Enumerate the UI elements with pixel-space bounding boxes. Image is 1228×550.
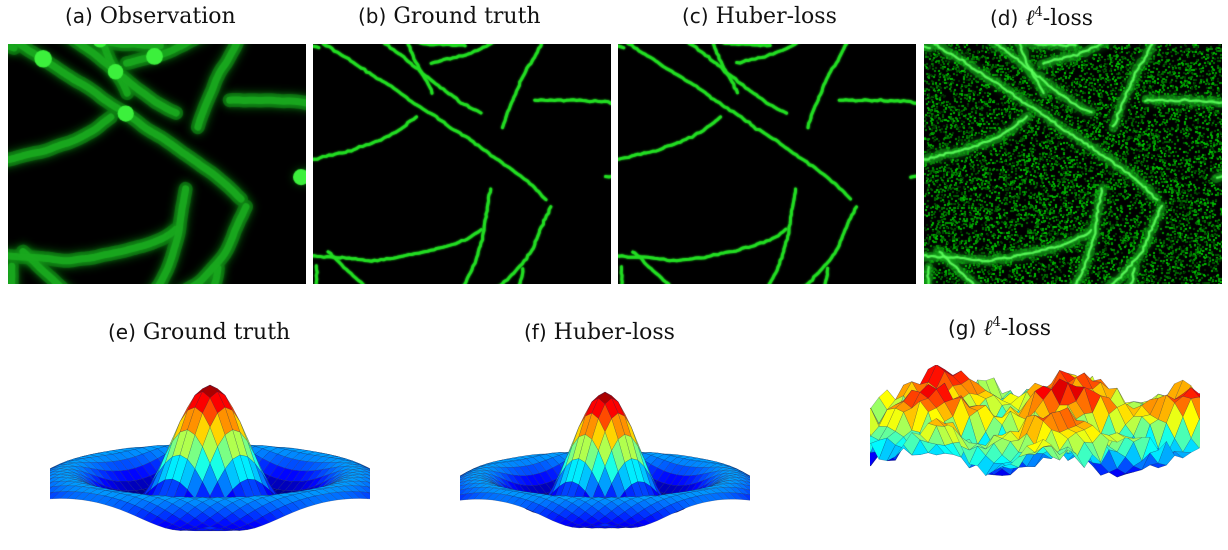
- observation-image: [8, 44, 306, 284]
- caption-b: (b) Ground truth: [358, 4, 541, 29]
- huber-loss-surface: [460, 391, 750, 529]
- l4-loss-surface: [870, 365, 1200, 478]
- caption-a: (a) Observation: [65, 4, 236, 29]
- caption-g: (g) ℓ4-loss: [948, 315, 1052, 341]
- ground-truth-image: [313, 44, 611, 284]
- huber-loss-image: [618, 44, 916, 284]
- caption-e: (e) Ground truth: [108, 320, 291, 345]
- caption-d: (d) ℓ4-loss: [990, 5, 1094, 31]
- caption-c: (c) Huber-loss: [682, 4, 837, 29]
- ground-truth-surface: [50, 384, 370, 531]
- l4-loss-image: [924, 44, 1222, 284]
- caption-f: (f) Huber-loss: [524, 320, 675, 345]
